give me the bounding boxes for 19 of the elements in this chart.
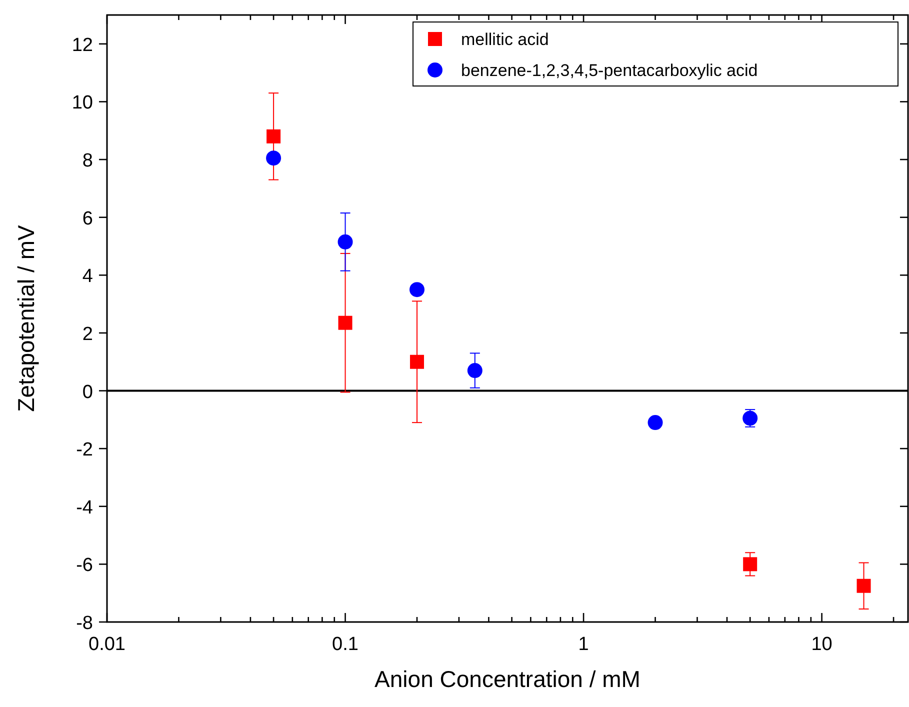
x-axis-title: Anion Concentration / mM [374, 666, 640, 692]
y-tick-label: -8 [76, 613, 93, 634]
x-tick-label: 1 [578, 634, 589, 655]
legend-label: mellitic acid [461, 30, 549, 49]
y-tick-label: 0 [82, 382, 93, 403]
y-tick-label: 4 [82, 266, 94, 288]
x-tick-label: 10 [811, 634, 832, 655]
y-tick-label: 10 [72, 92, 93, 114]
y-tick-label: 6 [82, 208, 93, 230]
y-tick-label: -6 [76, 555, 93, 576]
x-tick-label: 0.01 [88, 634, 126, 655]
y-tick-label: -4 [76, 497, 94, 518]
y-tick-label: -2 [76, 440, 93, 461]
x-tick-label: 0.1 [332, 634, 358, 655]
legend-label: benzene-1,2,3,4,5-pentacarboxylic acid [461, 61, 758, 80]
y-axis-title: Zetapotential / mV [13, 224, 39, 412]
y-tick-label: 2 [82, 324, 93, 345]
y-tick-label: 8 [82, 150, 93, 172]
y-tick-label: 12 [72, 34, 93, 56]
